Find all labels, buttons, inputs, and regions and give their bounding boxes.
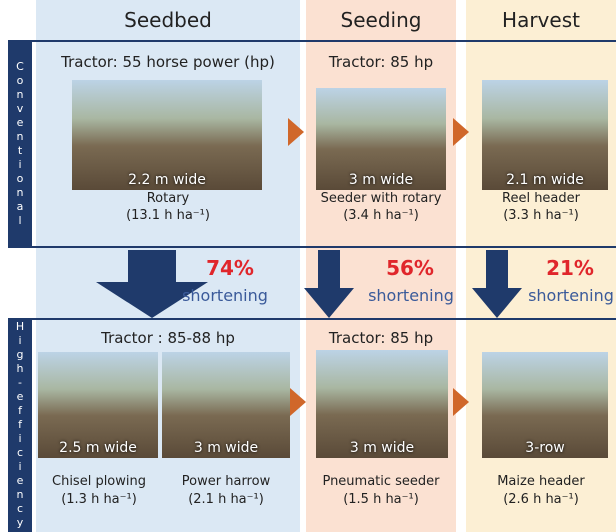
photo-label: 3 m wide — [162, 440, 290, 456]
reduction-word: shortening — [356, 286, 466, 305]
reduction-percent: 56% — [370, 256, 450, 280]
photo: 2.5 m wide — [38, 352, 158, 458]
photo-label: 2.1 m wide — [482, 172, 608, 188]
photo: 2.1 m wide — [482, 80, 608, 190]
arrow — [290, 388, 306, 416]
tractor-label: Tractor: 85 hp — [306, 53, 456, 71]
implement-rate: (2.6 h ha⁻¹) — [466, 492, 616, 507]
implement-rate: (3.3 h ha⁻¹) — [466, 208, 616, 223]
down-arrows — [0, 248, 616, 320]
photo: 3-row — [482, 352, 608, 458]
reduction-percent: 74% — [190, 256, 270, 280]
photo: 2.2 m wide — [72, 80, 262, 190]
implement-name: Chisel plowing — [36, 474, 162, 489]
tractor-label: Tractor : 85-88 hp — [36, 329, 300, 347]
column-header: Harvest — [466, 8, 616, 32]
column-header: Seedbed — [36, 8, 300, 32]
photo-label: 3-row — [482, 440, 608, 456]
photo: 3 m wide — [162, 352, 290, 458]
photo-label: 2.5 m wide — [38, 440, 158, 456]
tractor-label: Tractor: 55 horse power (hp) — [36, 53, 300, 71]
reduction-percent: 21% — [530, 256, 610, 280]
row-label: High-efficiency — [8, 318, 32, 532]
implement-name: Maize header — [466, 474, 616, 489]
implement-name: Power harrow — [162, 474, 290, 489]
arrow — [453, 118, 469, 146]
photo-label: 2.2 m wide — [72, 172, 262, 188]
row-label: Conventional — [8, 40, 32, 248]
photo: 3 m wide — [316, 88, 446, 190]
implement-rate: (3.4 h ha⁻¹) — [306, 208, 456, 223]
photo-label: 3 m wide — [316, 440, 448, 456]
implement-name: Reel header — [466, 191, 616, 206]
implement-rate: (13.1 h ha⁻¹) — [36, 208, 300, 223]
column-header: Seeding — [306, 8, 456, 32]
implement-name: Pneumatic seeder — [306, 474, 456, 489]
implement-rate: (1.3 h ha⁻¹) — [36, 492, 162, 507]
reduction-word: shortening — [516, 286, 616, 305]
reduction-word: shortening — [160, 286, 290, 305]
photo: 3 m wide — [316, 350, 448, 458]
implement-name: Seeder with rotary — [306, 191, 456, 206]
arrow — [453, 388, 469, 416]
implement-name: Rotary — [36, 191, 300, 206]
implement-rate: (1.5 h ha⁻¹) — [306, 492, 456, 507]
implement-rate: (2.1 h ha⁻¹) — [162, 492, 290, 507]
tractor-label: Tractor: 85 hp — [306, 329, 456, 347]
photo-label: 3 m wide — [316, 172, 446, 188]
arrow — [288, 118, 304, 146]
diagram: Seedbed Seeding Harvest Conventional Tra… — [0, 0, 616, 532]
